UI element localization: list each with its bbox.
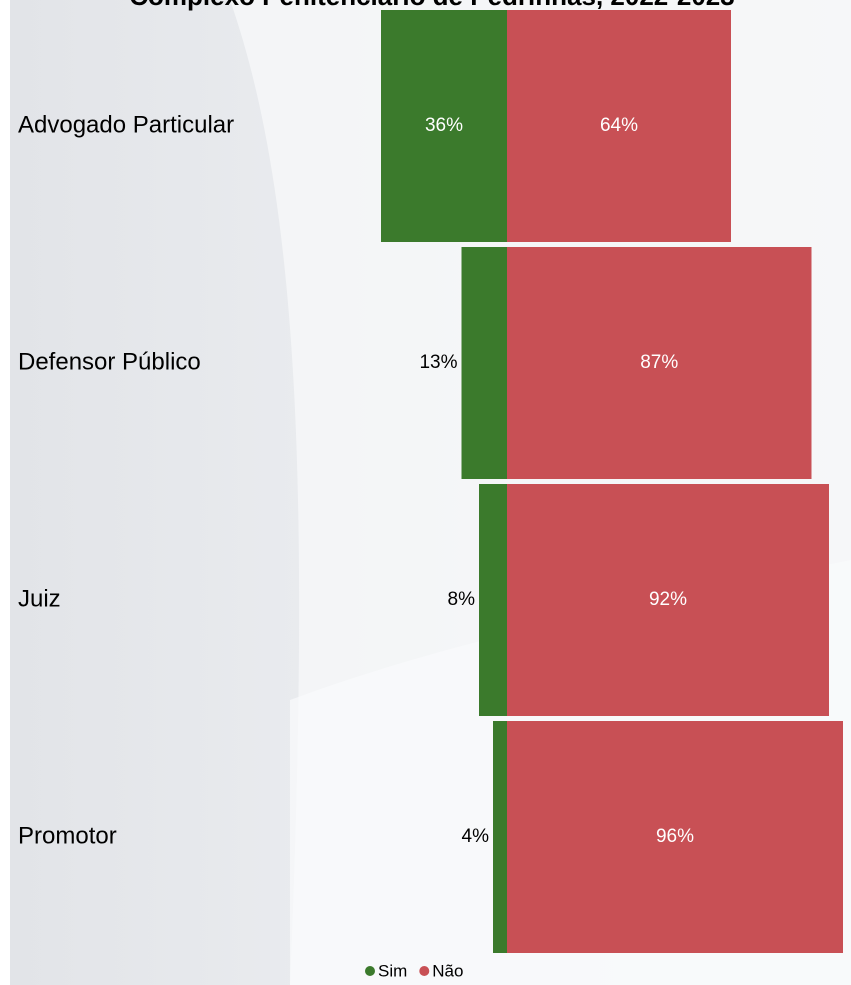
legend-marker — [419, 966, 430, 976]
category-label: Defensor Público — [18, 348, 201, 375]
data-label: 96% — [656, 826, 694, 847]
bar — [507, 721, 843, 953]
category-label: Promotor — [18, 822, 117, 849]
category-label: Juiz — [18, 585, 61, 612]
bar — [507, 10, 731, 242]
data-label: 64% — [600, 115, 638, 136]
data-label: 36% — [425, 115, 463, 136]
data-label: 4% — [462, 826, 490, 847]
data-label: 87% — [640, 352, 678, 373]
bar — [381, 10, 507, 242]
data-label: 92% — [649, 589, 687, 610]
bar — [461, 247, 507, 479]
legend-label: Não — [432, 961, 463, 980]
legend-marker — [365, 966, 375, 976]
category-label: Advogado Particular — [18, 111, 234, 138]
data-label: 8% — [448, 589, 476, 610]
legend-label: Sim — [378, 961, 407, 980]
bar — [507, 484, 829, 716]
bar — [479, 484, 507, 716]
bar — [507, 247, 812, 479]
chart-title: Complexo Penitenciário de Pedrinhas, 202… — [129, 0, 734, 11]
data-label: 13% — [419, 352, 457, 373]
bar — [493, 721, 507, 953]
